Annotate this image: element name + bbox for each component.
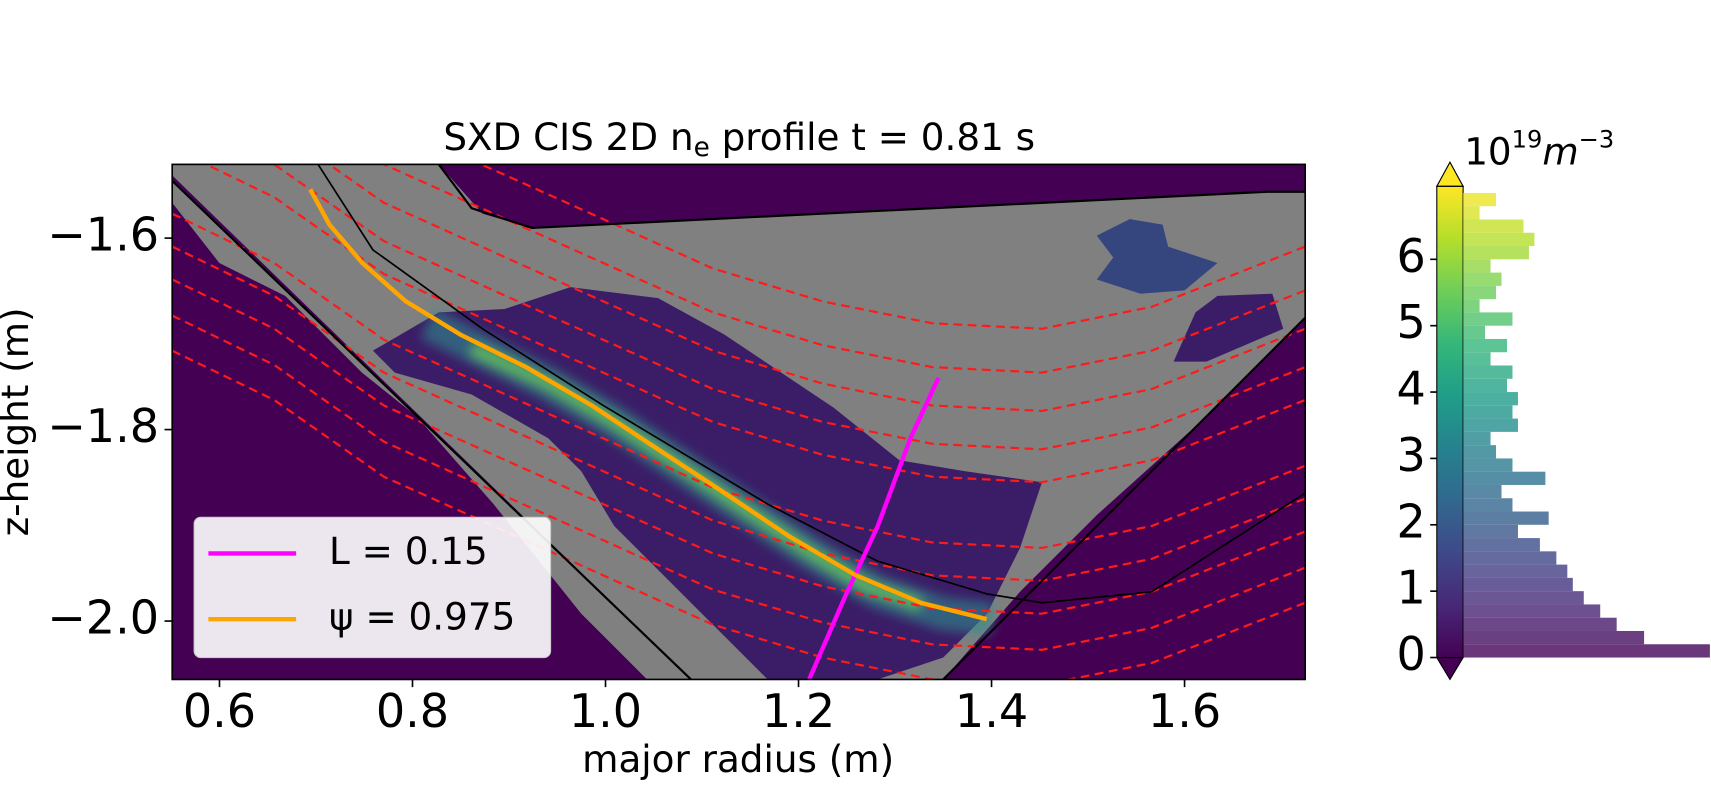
histogram-bar	[1463, 471, 1546, 485]
legend-label: L = 0.15	[329, 529, 488, 573]
x-axis-label: major radius (m)	[582, 737, 894, 781]
title-subscript: e	[694, 132, 710, 162]
histogram-bar	[1463, 551, 1557, 565]
histogram-bar	[1463, 232, 1535, 247]
colorbar-label-exp: 19	[1512, 125, 1543, 153]
emission-region	[1173, 293, 1284, 362]
histogram-bar	[1463, 312, 1513, 326]
colorbar-tick-label: 5	[1397, 295, 1426, 349]
y-tick-label: −1.6	[47, 208, 159, 262]
x-tick-label: 1.0	[569, 684, 642, 738]
histogram-bar	[1463, 219, 1524, 233]
histogram-bar	[1463, 511, 1549, 525]
colorbar-tick-label: 6	[1397, 229, 1426, 283]
histogram-bar	[1463, 285, 1497, 300]
flux-contour	[271, 164, 1306, 451]
x-tick-label: 1.6	[1148, 684, 1221, 738]
wall	[437, 164, 1306, 230]
wall	[942, 317, 1306, 680]
histogram-bar	[1463, 352, 1491, 366]
histogram-bar	[1463, 246, 1529, 260]
colorbar-label-unit-exp: −3	[1579, 125, 1615, 153]
y-axis-label: z-height (m)	[0, 307, 37, 536]
histogram-bar	[1463, 604, 1601, 618]
colorbar-extend	[1435, 656, 1465, 681]
x-tick-label: 1.4	[955, 684, 1028, 738]
histogram-bar	[1463, 445, 1497, 459]
histogram-bar	[1463, 206, 1480, 220]
histogram-bar	[1463, 405, 1513, 419]
series-layer	[308, 188, 988, 680]
colorbar-extend	[1435, 161, 1465, 187]
plot-frame	[171, 163, 1307, 681]
legend-label: ψ = 0.975	[329, 595, 515, 639]
histogram-bar	[1463, 365, 1513, 379]
x-tick-label: 0.6	[183, 684, 256, 738]
histogram-bar	[1463, 272, 1502, 286]
colorbar-label-base: 10	[1464, 129, 1511, 173]
histogram-bar	[1463, 259, 1491, 273]
histogram-bar	[1463, 617, 1617, 631]
histogram-bar	[1463, 378, 1507, 393]
series-line	[807, 376, 941, 680]
flux-contour	[172, 212, 1306, 550]
histogram-bar	[1463, 577, 1573, 592]
flux-contour	[172, 278, 1306, 615]
histogram-bar	[1463, 498, 1513, 512]
histogram-bar	[1463, 484, 1502, 499]
flux-contour	[172, 245, 1306, 582]
flux-contour	[172, 314, 1306, 651]
histogram-bar	[1463, 325, 1486, 339]
chart-title: SXD CIS 2D ne profile t = 0.81 s	[443, 115, 1035, 163]
colorbar-tick-label: 2	[1397, 494, 1426, 548]
colorbar-tick-label: 1	[1397, 561, 1426, 615]
histogram-bar	[1463, 630, 1645, 645]
separatrix	[317, 164, 1306, 604]
colorbar: 1019m−3 0 1 2 3 4 5 6	[1397, 125, 1710, 681]
histogram-bar	[1463, 338, 1507, 353]
histogram-bar	[1463, 591, 1584, 605]
colorbar-tick-label: 3	[1397, 428, 1426, 482]
flux-contour	[172, 349, 1306, 680]
histogram-bar	[1463, 644, 1710, 658]
wall	[172, 180, 692, 680]
colorbar-tick-label: 4	[1397, 362, 1426, 416]
y-tick-label: −1.8	[47, 399, 159, 453]
x-tick-label: 1.2	[762, 684, 835, 738]
histogram-bar	[1463, 538, 1540, 552]
emission-region	[1096, 219, 1218, 294]
field-image	[172, 164, 1306, 680]
histogram-bar	[1463, 564, 1568, 578]
walls	[172, 164, 1306, 680]
histogram-bar	[1463, 418, 1518, 432]
histogram-bar	[1463, 458, 1513, 472]
colorbar-tick-label: 0	[1397, 627, 1426, 681]
histogram-bar	[1463, 192, 1497, 207]
colorbar-label-unit: m	[1542, 129, 1578, 173]
title-text: SXD CIS 2D n	[443, 115, 693, 159]
histogram-bar	[1463, 431, 1491, 446]
y-tick-label: −2.0	[47, 591, 159, 645]
x-tick-label: 0.8	[376, 684, 449, 738]
series-line	[308, 188, 988, 622]
legend: L = 0.15 ψ = 0.975	[193, 516, 552, 659]
colorbar-body	[1436, 186, 1464, 658]
title-text: profile t = 0.81 s	[710, 115, 1035, 159]
histogram-bar	[1463, 524, 1518, 539]
histogram-bar	[1463, 299, 1480, 313]
colorbar-label: 1019m−3	[1464, 125, 1614, 173]
flux-contour	[327, 164, 1306, 413]
histogram-bar	[1463, 392, 1518, 406]
